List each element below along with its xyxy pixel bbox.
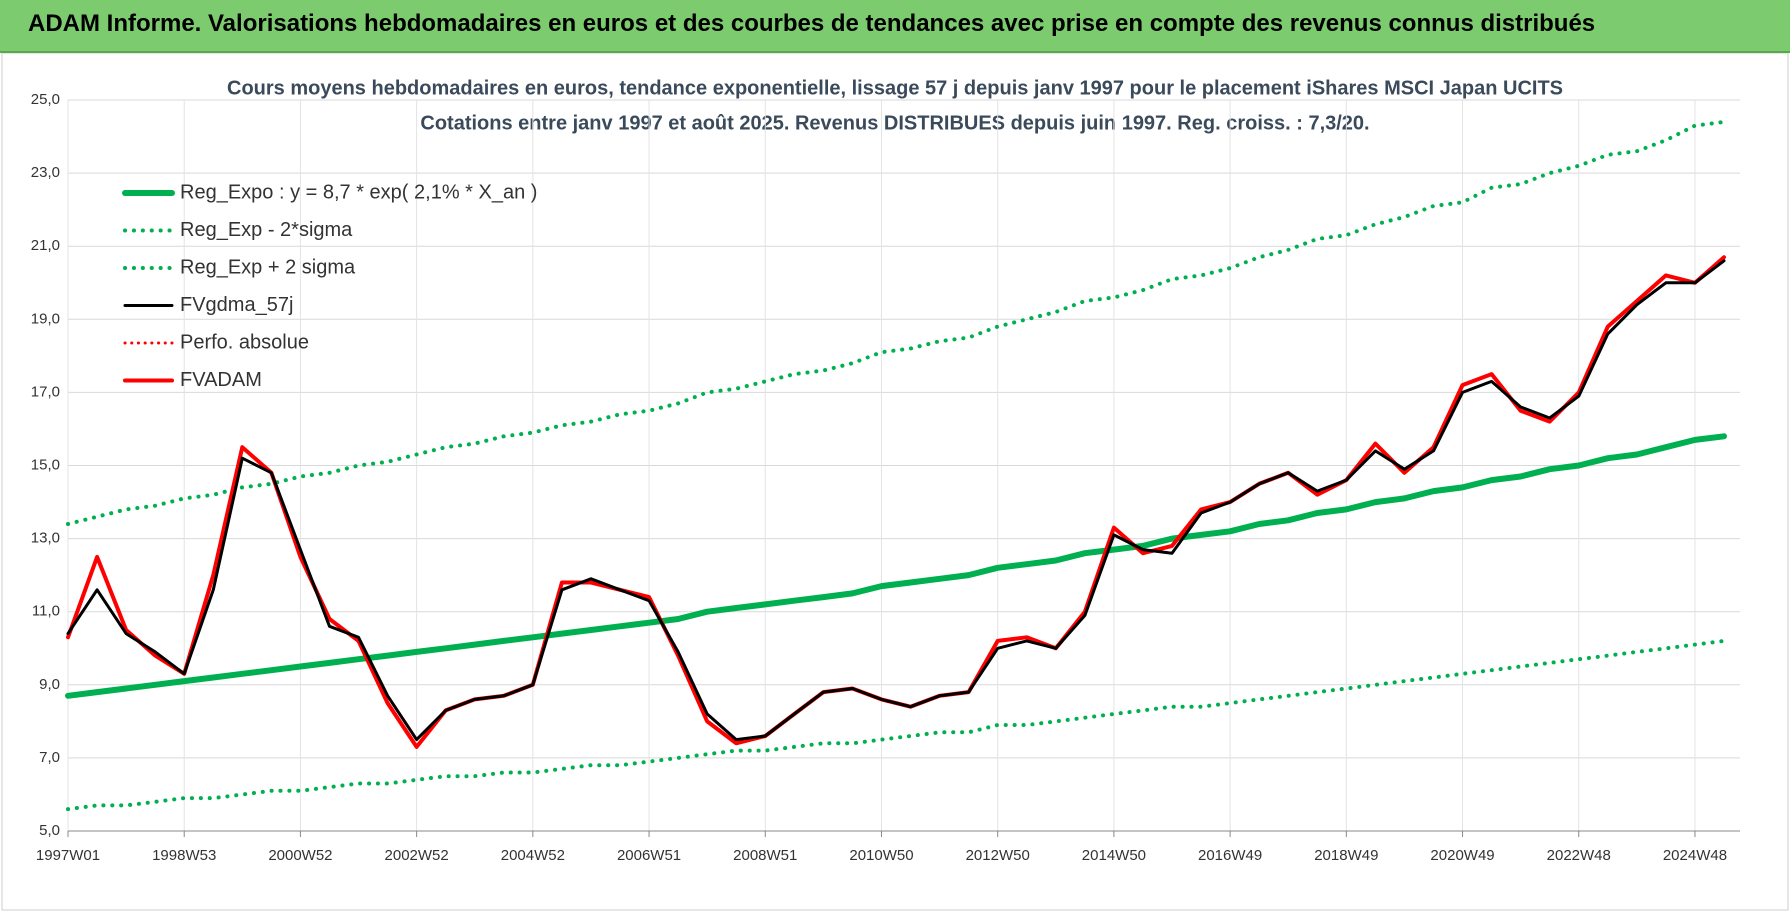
chart-title: Cours moyens hebdomadaires en euros, ten…: [227, 77, 1563, 99]
x-tick-label: 2008W51: [733, 847, 797, 864]
legend: Reg_Expo : y = 8,7 * exp( 2,1% * X_an ) R…: [122, 181, 537, 391]
x-tick-label: 2006W51: [617, 847, 681, 864]
grid: [67, 99, 1740, 832]
y-tick-label: 21,0: [31, 237, 60, 254]
y-tick-label: 11,0: [32, 603, 60, 620]
legend-label: FVADAM: [180, 369, 262, 391]
chart-subtitle: Cotations entre janv 1997 et août 2025. …: [420, 112, 1369, 134]
x-tick-label: 2024W48: [1663, 847, 1727, 864]
legend-label: Perfo. absolue: [180, 331, 309, 353]
x-tick-label: 2004W52: [501, 847, 565, 864]
y-tick-label: 15,0: [31, 456, 60, 473]
legend-label: Reg_Exp + 2 sigma: [180, 256, 356, 278]
series-line: [66, 259, 1726, 742]
x-tick-label: 1998W53: [152, 847, 216, 864]
header-title: ADAM Informe. Valorisations hebdomadaire…: [28, 10, 1596, 37]
y-tick-label: 9,0: [39, 676, 60, 693]
legend-label: FVgdma_57j: [180, 294, 293, 316]
y-tick-label: 19,0: [31, 310, 60, 327]
x-tick-label: 2018W49: [1314, 847, 1378, 864]
x-tick-label: 2012W50: [966, 847, 1030, 864]
y-tick-label: 5,0: [39, 822, 60, 839]
x-tick-label: 1997W01: [36, 847, 100, 864]
series-line: [66, 638, 1726, 812]
x-tick-label: 2020W49: [1430, 847, 1494, 864]
y-tick-label: 25,0: [31, 91, 60, 108]
y-tick-label: 7,0: [39, 749, 60, 766]
x-tick-label: 2016W49: [1198, 847, 1262, 864]
header-bar: ADAM Informe. Valorisations hebdomadaire…: [0, 0, 1790, 53]
chart: Cours moyens hebdomadaires en euros, ten…: [1, 53, 1789, 911]
y-tick-label: 17,0: [31, 383, 60, 400]
y-tick-label: 13,0: [31, 530, 60, 547]
x-tick-label: 2014W50: [1082, 847, 1146, 864]
legend-label: Reg_Exp - 2*sigma: [180, 219, 353, 241]
x-tick-label: 2000W52: [268, 847, 332, 864]
series-line: [65, 433, 1727, 699]
x-tick-label: 2002W52: [385, 847, 449, 864]
legend-label: Reg_Expo : y = 8,7 * exp( 2,1% * X_an ): [180, 181, 537, 203]
x-tick-label: 2022W48: [1547, 847, 1611, 864]
x-tick-label: 2010W50: [849, 847, 913, 864]
y-tick-label: 23,0: [31, 164, 60, 181]
